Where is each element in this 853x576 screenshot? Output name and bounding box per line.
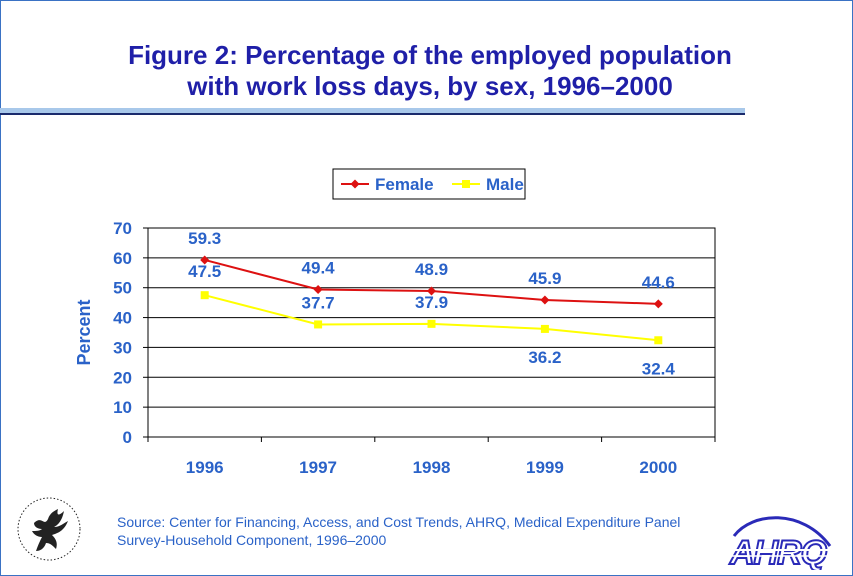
title-rule-dark xyxy=(0,113,745,115)
chart-title-line-1: Figure 2: Percentage of the employed pop… xyxy=(128,40,732,70)
data-label-female: 48.9 xyxy=(415,260,448,279)
chart-title: Figure 2: Percentage of the employed pop… xyxy=(60,40,800,102)
data-label-male: 32.4 xyxy=(642,359,676,378)
data-point-male xyxy=(314,320,323,329)
data-point-female xyxy=(313,285,323,295)
y-axis-label: Percent xyxy=(74,299,94,365)
y-tick-label: 10 xyxy=(113,398,132,417)
data-label-female: 59.3 xyxy=(188,229,221,248)
source-line-1: Source: Center for Financing, Access, an… xyxy=(117,514,681,530)
y-tick-label: 70 xyxy=(113,219,132,238)
data-label-male: 36.2 xyxy=(528,348,561,367)
x-tick-label: 2000 xyxy=(639,458,677,477)
data-label-male: 37.9 xyxy=(415,293,448,312)
data-point-male xyxy=(540,324,549,333)
data-label-female: 45.9 xyxy=(528,269,561,288)
y-tick-label: 20 xyxy=(113,368,132,387)
data-point-female xyxy=(653,299,663,309)
data-label-male: 47.5 xyxy=(188,262,221,281)
data-point-male xyxy=(427,319,436,328)
x-tick-label: 1998 xyxy=(413,458,451,477)
y-tick-label: 50 xyxy=(113,279,132,298)
data-label-female: 49.4 xyxy=(302,259,336,278)
legend-label: Female xyxy=(375,175,434,194)
data-label-male: 37.7 xyxy=(302,293,335,312)
source-note: Source: Center for Financing, Access, an… xyxy=(117,513,737,549)
y-tick-label: 40 xyxy=(113,309,132,328)
title-rule-light xyxy=(0,108,745,113)
y-tick-label: 30 xyxy=(113,338,132,357)
legend-swatch-marker xyxy=(462,180,470,188)
source-line-2: Survey-Household Component, 1996–2000 xyxy=(117,532,387,548)
data-point-female xyxy=(540,295,550,305)
data-point-female xyxy=(427,286,436,296)
ahrq-logo-icon: AHRQ xyxy=(728,516,834,570)
data-label-female: 44.6 xyxy=(642,273,675,292)
ahrq-logo-text: AHRQ xyxy=(729,534,827,570)
data-point-male xyxy=(200,291,209,300)
x-tick-label: 1999 xyxy=(526,458,564,477)
legend-swatch-marker xyxy=(350,179,360,189)
data-point-male xyxy=(654,336,663,345)
plot-area xyxy=(147,227,716,438)
x-tick-label: 1996 xyxy=(186,458,224,477)
y-tick-label: 0 xyxy=(123,428,132,447)
hhs-eagle-seal-icon xyxy=(17,497,81,561)
legend-label: Male xyxy=(486,175,524,194)
data-point-female xyxy=(200,255,210,265)
y-tick-label: 60 xyxy=(113,249,132,268)
x-tick-label: 1997 xyxy=(299,458,337,477)
chart-title-line-2: with work loss days, by sex, 1996–2000 xyxy=(187,71,673,101)
